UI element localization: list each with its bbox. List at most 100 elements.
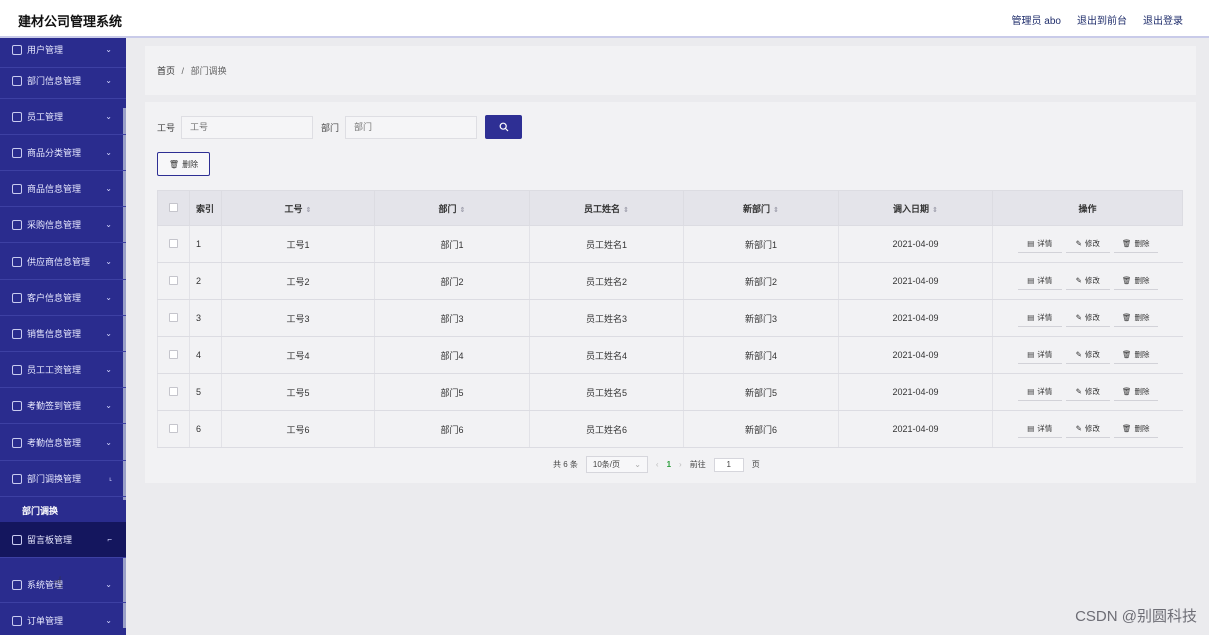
delete-button[interactable]: 🗑 删除 xyxy=(1113,420,1158,438)
row-checkbox-cell xyxy=(157,336,190,374)
detail-button[interactable]: ▤ 详情 xyxy=(1017,383,1062,401)
table-row: 2 工号2 部门2 员工姓名2 新部门2 2021-04-09 ▤ 详情 ✎ 修改 🗑 删除 xyxy=(157,262,1183,300)
send-icon xyxy=(12,75,22,86)
row-checkbox-cell xyxy=(157,373,190,411)
sidebar-item-4[interactable]: 商品分类管理 ⌄ xyxy=(0,135,126,171)
sidebar-item-7[interactable]: 供应商信息管理 ⌄ xyxy=(0,244,126,280)
edit-label: 修改 xyxy=(1084,387,1100,396)
col-transfer-date[interactable]: 调入日期 ⇕ xyxy=(838,190,993,226)
table-row: 5 工号5 部门5 员工姓名5 新部门5 2021-04-09 ▤ 详情 ✎ 修改 🗑 删除 xyxy=(157,373,1183,411)
delete-button[interactable]: 🗑 删除 xyxy=(1113,346,1158,364)
trash-icon: 🗑 xyxy=(1121,424,1132,433)
trash-icon: 🗑 xyxy=(1121,313,1132,322)
edit-button[interactable]: ✎ 修改 xyxy=(1065,235,1110,253)
page-size-select[interactable]: 10条/页 ⌄ xyxy=(585,456,648,473)
admin-user-link[interactable]: 管理员 abo xyxy=(1011,16,1061,27)
edit-button[interactable]: ✎ 修改 xyxy=(1065,420,1110,438)
edit-button[interactable]: ✎ 修改 xyxy=(1065,383,1110,401)
delete-button[interactable]: 🗑 删除 xyxy=(1113,309,1158,327)
calendar-icon xyxy=(12,437,22,448)
col-transfer-date-label: 调入日期 xyxy=(893,203,930,214)
sidebar-item-14[interactable]: 留言板管理 ⌐ xyxy=(0,522,126,558)
sidebar-scrollbar[interactable] xyxy=(123,108,126,628)
cell-transfer-date: 2021-04-09 xyxy=(838,225,993,263)
logout-link[interactable]: 退出登录 xyxy=(1143,16,1183,27)
sidebar-item-12[interactable]: 考勤信息管理 ⌄ xyxy=(0,425,126,461)
row-checkbox[interactable] xyxy=(169,386,178,396)
cell-index: 2 xyxy=(189,262,222,300)
row-checkbox[interactable] xyxy=(169,349,178,359)
sidebar-item-5[interactable]: 商品信息管理 ⌄ xyxy=(0,171,126,207)
trash-icon: 🗑 xyxy=(1121,350,1132,359)
row-checkbox[interactable] xyxy=(169,312,178,322)
cell-job-number: 工号4 xyxy=(221,336,375,374)
col-index: 索引 xyxy=(189,190,222,226)
row-checkbox[interactable] xyxy=(169,238,178,248)
sidebar-item-1[interactable]: 用户管理 ⌄ xyxy=(0,38,126,68)
sidebar-item-11[interactable]: 考勤签到管理 ⌄ xyxy=(0,388,126,424)
job-number-input[interactable] xyxy=(181,115,314,139)
sidebar-item-label: 员工工资管理 xyxy=(27,365,82,375)
goto-page-input[interactable]: 1 xyxy=(713,457,744,472)
row-checkbox[interactable] xyxy=(169,423,178,433)
detail-button[interactable]: ▤ 详情 xyxy=(1017,346,1062,364)
sidebar-item-13[interactable]: 部门调换管理 ˪ xyxy=(0,461,126,497)
back-to-front-link[interactable]: 退出到前台 xyxy=(1077,16,1127,27)
chevron-down-icon: ⌄ xyxy=(105,148,112,157)
card-icon xyxy=(12,111,22,122)
cell-job-number: 工号6 xyxy=(221,410,375,448)
sidebar-item-16[interactable]: 订单管理 ⌄ xyxy=(0,603,126,635)
delete-button[interactable]: 🗑 删除 xyxy=(1113,235,1158,253)
row-checkbox[interactable] xyxy=(169,275,178,285)
sidebar-item-3[interactable]: 员工管理 ⌄ xyxy=(0,99,126,135)
detail-button[interactable]: ▤ 详情 xyxy=(1017,309,1062,327)
sort-icon[interactable]: ⇕ xyxy=(623,206,629,214)
sidebar-item-2[interactable]: 部门信息管理 ⌄ xyxy=(0,63,126,99)
col-employee-name[interactable]: 员工姓名 ⇕ xyxy=(529,190,684,226)
sidebar-item-10[interactable]: 员工工资管理 ⌄ xyxy=(0,352,126,388)
delete-button[interactable]: 🗑 删除 xyxy=(1113,272,1158,290)
col-new-department[interactable]: 新部门 ⇕ xyxy=(683,190,839,226)
edit-button[interactable]: ✎ 修改 xyxy=(1065,272,1110,290)
sort-icon[interactable]: ⇕ xyxy=(932,206,938,214)
select-all-checkbox[interactable] xyxy=(169,202,178,212)
next-page-icon[interactable]: › xyxy=(679,460,682,469)
cell-department: 部门5 xyxy=(374,373,530,411)
department-input[interactable] xyxy=(345,115,478,139)
detail-button[interactable]: ▤ 详情 xyxy=(1017,272,1062,290)
search-button[interactable] xyxy=(485,115,523,139)
cell-transfer-date: 2021-04-09 xyxy=(838,299,993,337)
cell-transfer-date: 2021-04-09 xyxy=(838,410,993,448)
pencil-icon: ✎ xyxy=(1075,387,1082,396)
cell-new-department: 新部门3 xyxy=(683,299,839,337)
delete-button[interactable]: 🗑 删除 xyxy=(1113,383,1158,401)
sort-icon[interactable]: ⇕ xyxy=(773,206,779,214)
chevron-down-icon: ⌄ xyxy=(105,76,112,85)
prev-page-icon[interactable]: ‹ xyxy=(655,460,659,469)
col-department[interactable]: 部门 ⇕ xyxy=(374,190,530,226)
chevron-down-icon: ⌄ xyxy=(105,580,112,589)
col-job-number[interactable]: 工号 ⇕ xyxy=(221,190,375,226)
file-icon: ▤ xyxy=(1027,387,1035,396)
sort-icon[interactable]: ⇕ xyxy=(459,206,466,214)
bulk-delete-button[interactable]: 🗑 删除 xyxy=(157,152,210,176)
sidebar-item-label: 客户信息管理 xyxy=(27,293,82,303)
page-unit-label: 页 xyxy=(751,460,760,469)
edit-button[interactable]: ✎ 修改 xyxy=(1065,309,1110,327)
breadcrumb-home[interactable]: 首页 xyxy=(157,66,176,76)
col-new-department-label: 新部门 xyxy=(743,203,771,214)
detail-button[interactable]: ▤ 详情 xyxy=(1017,235,1062,253)
pencil-icon: ✎ xyxy=(1075,276,1082,285)
sidebar-item-8[interactable]: 客户信息管理 ⌄ xyxy=(0,280,126,316)
col-job-number-label: 工号 xyxy=(284,203,303,214)
sidebar-item-6[interactable]: 采购信息管理 ⌄ xyxy=(0,207,126,243)
page-number[interactable]: 1 xyxy=(666,460,672,469)
detail-button[interactable]: ▤ 详情 xyxy=(1017,420,1062,438)
edit-button[interactable]: ✎ 修改 xyxy=(1065,346,1110,364)
cell-department: 部门6 xyxy=(374,410,530,448)
sidebar-subitem-dept-transfer[interactable]: 部门调换 xyxy=(0,500,126,522)
sidebar-item-15[interactable]: 系统管理 ⌄ xyxy=(0,567,126,603)
trash-icon: 🗑 xyxy=(1121,387,1132,396)
sort-icon[interactable]: ⇕ xyxy=(305,206,312,214)
sidebar-item-9[interactable]: 销售信息管理 ⌄ xyxy=(0,316,126,352)
